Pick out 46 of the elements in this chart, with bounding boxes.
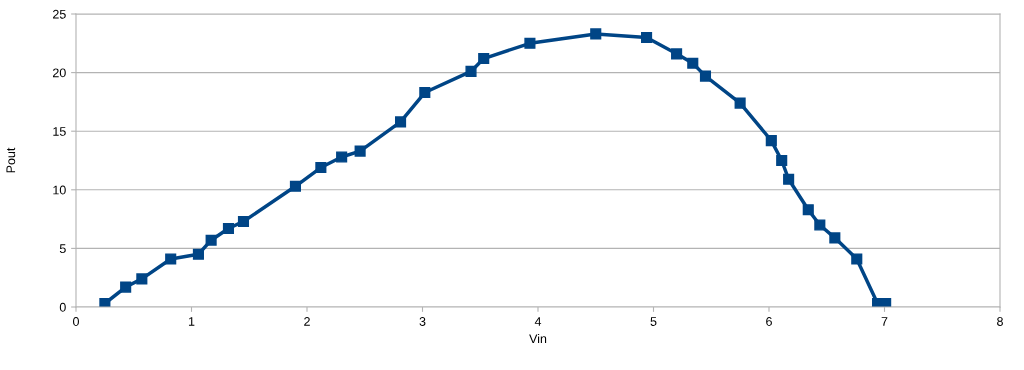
point bbox=[814, 219, 826, 231]
y-tick-label: 5 bbox=[59, 244, 66, 254]
x-tick-label: 7 bbox=[881, 317, 888, 326]
y-tick-label: 25 bbox=[53, 9, 66, 19]
point bbox=[776, 154, 788, 167]
y-tick-label: 20 bbox=[53, 68, 66, 78]
y-tick-label: 10 bbox=[53, 185, 66, 195]
point bbox=[315, 161, 327, 174]
point bbox=[165, 253, 177, 265]
point bbox=[671, 48, 683, 60]
y-tick-label: 0 bbox=[59, 302, 66, 312]
point bbox=[478, 52, 490, 65]
x-tick-label: 5 bbox=[650, 317, 657, 326]
point bbox=[205, 234, 217, 246]
point bbox=[687, 57, 699, 69]
x-tick-label: 3 bbox=[419, 317, 426, 326]
point bbox=[192, 248, 204, 260]
point bbox=[641, 31, 653, 43]
point bbox=[354, 145, 366, 157]
point bbox=[419, 86, 431, 99]
point bbox=[222, 222, 235, 235]
x-tick-label: 1 bbox=[188, 317, 195, 326]
point bbox=[394, 116, 407, 128]
y-axis-title: Pout bbox=[6, 147, 16, 173]
point bbox=[136, 273, 148, 285]
y-tick-label: 15 bbox=[53, 127, 66, 136]
point bbox=[851, 253, 863, 265]
point bbox=[829, 232, 841, 244]
point bbox=[734, 97, 746, 109]
point bbox=[699, 70, 712, 82]
point bbox=[237, 215, 250, 228]
point bbox=[765, 135, 777, 147]
x-tick-label: 2 bbox=[304, 317, 310, 326]
point bbox=[524, 37, 536, 49]
point bbox=[465, 65, 477, 77]
point bbox=[802, 204, 814, 216]
point bbox=[336, 151, 348, 163]
point bbox=[783, 173, 795, 185]
x-tick-label: 0 bbox=[73, 317, 79, 326]
x-tick-label: 8 bbox=[997, 317, 1003, 326]
x-axis-title: Vin bbox=[529, 333, 547, 343]
x-tick-label: 6 bbox=[766, 317, 772, 326]
point bbox=[289, 180, 302, 192]
x-tick-label: 4 bbox=[534, 317, 542, 326]
point bbox=[120, 281, 132, 293]
point bbox=[590, 28, 602, 40]
